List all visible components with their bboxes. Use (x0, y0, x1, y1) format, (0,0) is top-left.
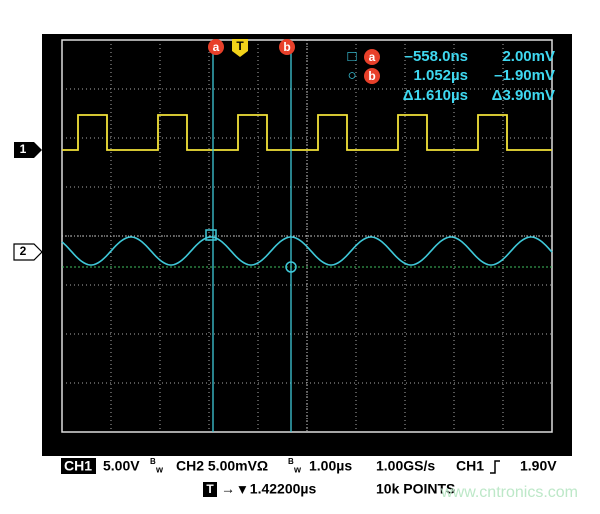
readout-tag (364, 68, 380, 84)
cursor-b-tag (279, 39, 295, 55)
ch1-scale: 5.00V (103, 458, 140, 474)
trigger-tag (232, 39, 248, 57)
trigger-slope (490, 460, 500, 474)
ch2-marker (13, 243, 43, 261)
ch1-marker-text: 1 (20, 142, 27, 156)
ch1-bw-sub: w (155, 464, 164, 474)
ch2-scale: CH2 5.00mVΩ (176, 458, 268, 474)
trigger-source: CH1 (456, 458, 484, 474)
trigger-position: → ▾ 1.42200µs (221, 481, 316, 497)
ch1-box (61, 458, 96, 474)
readout-volts: 2.00mV (502, 48, 555, 65)
readout-tag-text: a (369, 50, 376, 64)
readout-volts: Δ3.90mV (492, 87, 555, 104)
ch1-bw: B (150, 457, 156, 466)
cursor-a-tag-text: a (213, 40, 220, 54)
ch1-label: CH1 (64, 458, 92, 474)
readout-time: 1.052µs (413, 67, 468, 84)
readout-symbol: □ (347, 48, 356, 65)
readout-tag-text: b (368, 69, 375, 83)
trigger-tag-text: T (236, 39, 244, 53)
readout-symbol: ○ (347, 67, 356, 84)
ch2-marker-text: 2 (20, 244, 27, 258)
waveforms (61, 114, 553, 266)
readout-time: Δ1.610µs (403, 87, 468, 104)
ch1-marker (14, 142, 42, 158)
timebase: 1.00µs (309, 458, 352, 474)
trigger-box-text: T (206, 482, 214, 496)
cursor-b-tag-text: b (283, 40, 290, 54)
readout-tag (364, 49, 380, 65)
cursor-b-marker (285, 261, 297, 273)
trigger-level: 1.90V (520, 458, 557, 474)
trigger-box (203, 482, 217, 497)
ch2-bw-sub: w (293, 464, 302, 474)
watermark: www.cntronics.com (440, 484, 578, 501)
ch2-waveform (61, 236, 553, 266)
graticule (61, 39, 553, 433)
ch2-bw: B (288, 457, 294, 466)
record-length: 10k POINTS (376, 481, 455, 497)
sample-rate: 1.00GS/s (376, 458, 435, 474)
ch1-waveform (62, 114, 552, 151)
readout-volts: –1.90mV (494, 67, 555, 84)
cursor-a-tag (208, 39, 224, 55)
cursor-a-marker (205, 229, 217, 241)
readout-time: –558.0ns (405, 48, 468, 65)
